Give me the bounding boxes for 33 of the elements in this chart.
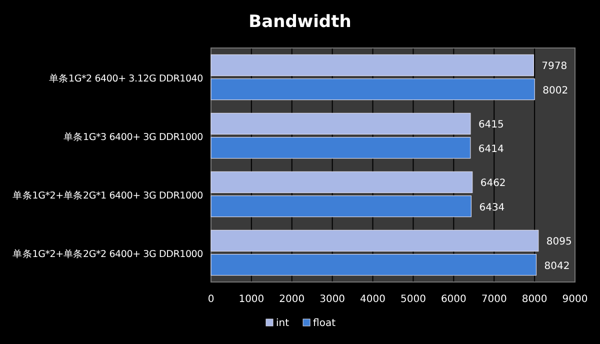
data-label: 6414 <box>478 144 504 155</box>
data-label: 6434 <box>479 202 505 214</box>
y-tick-label: 单条1G*2 6400+ 3.12G DDR1040 <box>48 72 204 84</box>
bar <box>210 78 535 100</box>
data-label: 6462 <box>480 178 506 190</box>
x-tick-label: 4000 <box>360 294 386 305</box>
data-label: 8002 <box>542 85 568 96</box>
bar <box>210 230 539 252</box>
legend-label: float <box>313 318 336 329</box>
x-tick-label: 7000 <box>481 294 507 305</box>
y-tick-label: 单条1G*3 6400+ 3G DDR1000 <box>63 130 204 143</box>
bar <box>210 195 472 218</box>
bar <box>210 112 471 135</box>
bar <box>210 254 537 276</box>
bar <box>210 136 471 159</box>
x-tick-label: 6000 <box>440 294 466 305</box>
legend-label: int <box>276 318 290 329</box>
x-tick-label: 1000 <box>238 294 264 305</box>
chart-title: Bandwidth <box>248 12 352 32</box>
y-tick-label: 单条1G*2+单条2G*1 6400+ 3G DDR1000 <box>12 189 204 202</box>
data-label: 7978 <box>542 61 568 72</box>
bar <box>210 171 473 194</box>
x-tick-label: 0 <box>208 294 214 305</box>
data-label: 6415 <box>478 120 504 131</box>
x-tick-label: 5000 <box>400 294 426 305</box>
bar <box>210 54 534 76</box>
data-label: 8095 <box>546 236 572 248</box>
x-tick-label: 2000 <box>279 294 305 305</box>
x-tick-label: 3000 <box>320 294 346 305</box>
x-tick-label: 9000 <box>562 294 588 305</box>
x-tick-label: 8000 <box>522 294 548 305</box>
y-tick-label: 单条1G*2+单条2G*2 6400+ 3G DDR1000 <box>12 248 204 260</box>
data-label: 8042 <box>544 260 570 272</box>
